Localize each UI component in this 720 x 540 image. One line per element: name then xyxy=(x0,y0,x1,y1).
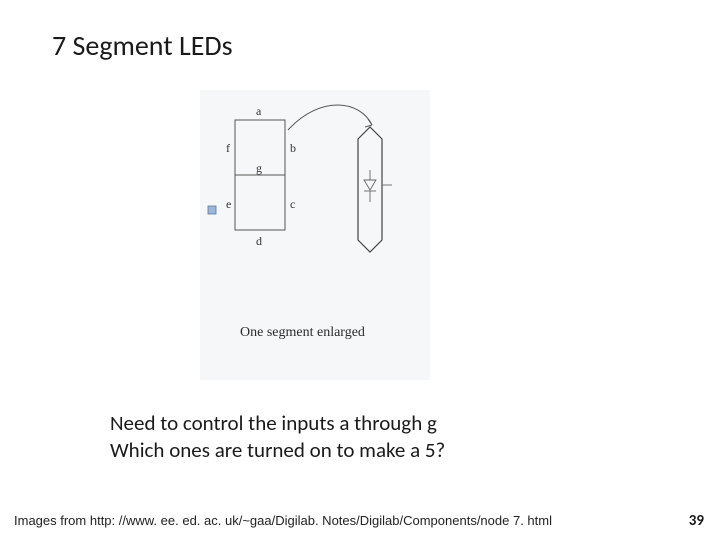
slide-title: 7 Segment LEDs xyxy=(52,28,233,63)
label-c: c xyxy=(290,197,295,211)
socket-icon xyxy=(208,206,216,214)
label-f: f xyxy=(226,141,230,155)
label-b: b xyxy=(290,141,296,155)
body-line-2: Which ones are turned on to make a 5? xyxy=(110,437,445,464)
label-d: d xyxy=(256,234,262,248)
label-g: g xyxy=(256,161,262,175)
enlarged-segment xyxy=(358,127,392,252)
seven-segment-body xyxy=(235,120,285,230)
image-credit: Images from http: //www. ee. ed. ac. uk/… xyxy=(14,513,552,528)
label-a: a xyxy=(256,104,262,118)
figure-caption: One segment enlarged xyxy=(240,325,365,341)
label-e: e xyxy=(226,197,231,211)
page-number: 39 xyxy=(689,512,704,530)
led-symbol-icon xyxy=(364,180,376,190)
body-text: Need to control the inputs a through g W… xyxy=(110,410,445,465)
figure-panel: a b c d e f g One segment enlarged xyxy=(200,90,430,380)
arrow-curve xyxy=(288,105,372,130)
body-line-1: Need to control the inputs a through g xyxy=(110,410,445,437)
arrow-head-icon xyxy=(365,119,372,127)
